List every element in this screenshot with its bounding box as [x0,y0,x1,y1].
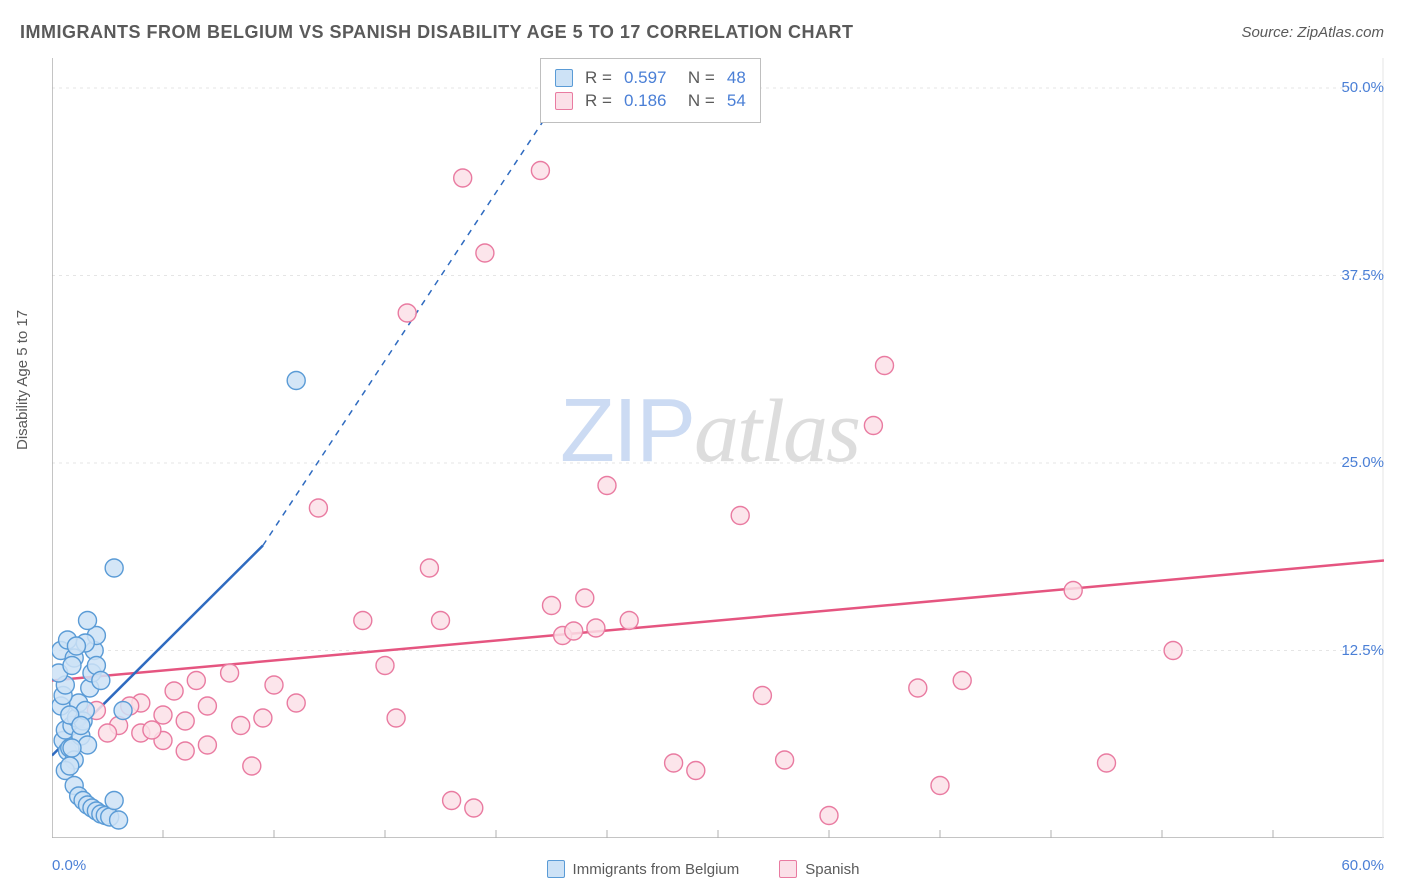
stats-n-value-2: 54 [727,91,746,111]
stats-r-value-1: 0.597 [624,68,667,88]
y-tick-label: 25.0% [1341,454,1384,471]
y-tick-label: 37.5% [1341,267,1384,284]
swatch-series-1 [555,69,573,87]
y-axis-label: Disability Age 5 to 17 [14,310,31,450]
y-tick-label: 12.5% [1341,642,1384,659]
stats-r-label: R = [585,68,612,88]
legend-item-1: Immigrants from Belgium [547,860,740,878]
legend-label-2: Spanish [805,861,859,878]
stats-row-series-1: R = 0.597 N = 48 [555,68,746,88]
legend-swatch-1 [547,860,565,878]
stats-n-label: N = [678,91,714,111]
stats-row-series-2: R = 0.186 N = 54 [555,91,746,111]
legend-item-2: Spanish [779,860,859,878]
plot-area [52,58,1384,838]
stats-legend-box: R = 0.597 N = 48 R = 0.186 N = 54 [540,58,761,123]
legend-label-1: Immigrants from Belgium [573,861,740,878]
swatch-series-2 [555,92,573,110]
stats-r-value-2: 0.186 [624,91,667,111]
chart-title: IMMIGRANTS FROM BELGIUM VS SPANISH DISAB… [20,22,854,43]
legend-swatch-2 [779,860,797,878]
stats-n-label: N = [678,68,714,88]
chart-source: Source: ZipAtlas.com [1241,24,1384,41]
y-tick-label: 50.0% [1341,79,1384,96]
stats-r-label: R = [585,91,612,111]
stats-n-value-1: 48 [727,68,746,88]
bottom-legend: Immigrants from Belgium Spanish [0,860,1406,878]
